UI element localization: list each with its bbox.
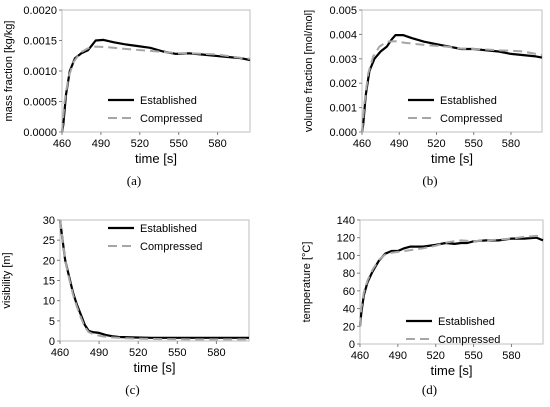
legend-label-established: Established — [438, 316, 495, 328]
series-line-established — [58, 219, 249, 339]
chart-panel-d: 0 20 40 60 80 100 120 140 460 490 520 550 580 time [s… — [301, 215, 544, 397]
y-tick-label: 0.0020 — [23, 5, 57, 17]
y-tick-label: 100 — [337, 250, 355, 262]
legend: Established Compressed — [108, 223, 202, 253]
x-axis-label: time [s] — [134, 360, 176, 375]
legend-label-established: Established — [140, 223, 197, 235]
plot-area — [361, 9, 543, 133]
x-tick-label: 550 — [464, 350, 482, 362]
series-line-compressed — [59, 219, 249, 341]
y-tick-label: 60 — [343, 286, 355, 298]
panel-label: (a) — [127, 173, 141, 188]
legend: Established Compressed — [406, 316, 500, 346]
y-tick-label: 0.004 — [329, 29, 357, 41]
y-tick-label: 10 — [43, 296, 55, 308]
y-axis-label: visibility [m] — [1, 252, 13, 308]
x-axis-label: time [s] — [431, 363, 473, 378]
x-tick-label: 520 — [129, 347, 147, 359]
y-tick-label: 15 — [43, 276, 55, 288]
legend-label-established: Established — [440, 95, 497, 107]
y-tick-label: 40 — [343, 304, 355, 316]
x-tick-label: 580 — [207, 347, 225, 359]
x-tick-label: 580 — [502, 138, 520, 150]
y-tick-label: 0.0000 — [23, 127, 57, 139]
x-tick-label: 550 — [168, 347, 186, 359]
y-tick-label: 80 — [343, 268, 355, 280]
y-tick-label: 120 — [337, 233, 355, 245]
y-tick-label: 0.0015 — [23, 36, 57, 48]
y-axis-label: volume fraction [mol/mol] — [303, 10, 315, 132]
x-tick-label: 490 — [389, 350, 407, 362]
chart-panel-a: 0.0000 0.0005 0.0010 0.0015 0.0020 460 490 520 5… — [3, 5, 251, 188]
y-tick-label: 25 — [43, 235, 55, 247]
y-tick-label: 0.000 — [329, 127, 357, 139]
y-tick-label: 20 — [343, 321, 355, 333]
chart-panel-b: 0.000 0.001 0.002 0.003 0.004 0.005 460 490 520 5… — [303, 5, 543, 188]
x-tick-label: 460 — [51, 347, 69, 359]
y-tick-label: 0.005 — [329, 5, 357, 17]
x-tick-label: 460 — [353, 138, 371, 150]
panel-label: (c) — [125, 382, 139, 397]
x-axis-label: time [s] — [431, 151, 473, 166]
series-line-established — [60, 38, 251, 133]
y-tick-label: 0.001 — [329, 103, 357, 115]
series-line-established — [360, 33, 543, 133]
y-tick-label: 30 — [43, 215, 55, 227]
x-tick-label: 460 — [53, 138, 71, 150]
legend-label-compressed: Compressed — [438, 334, 500, 346]
y-tick-label: 5 — [49, 316, 55, 328]
y-tick-label: 0 — [49, 336, 55, 348]
series-line-compressed — [359, 234, 544, 327]
x-tick-label: 460 — [351, 350, 369, 362]
y-axis-label: temperature [°C] — [301, 242, 313, 323]
y-tick-label: 0.002 — [329, 78, 357, 90]
x-tick-label: 490 — [390, 138, 408, 150]
panel-label: (d) — [422, 382, 437, 397]
legend-label-compressed: Compressed — [440, 113, 502, 125]
plot-area — [359, 219, 544, 345]
x-tick-label: 550 — [465, 138, 483, 150]
legend-label-compressed: Compressed — [140, 113, 202, 125]
x-tick-label: 580 — [502, 350, 520, 362]
legend: Established Compressed — [108, 95, 202, 125]
x-tick-label: 490 — [92, 138, 110, 150]
x-tick-label: 580 — [208, 138, 226, 150]
x-tick-label: 550 — [170, 138, 188, 150]
y-axis-label: mass fraction [kg/kg] — [3, 21, 15, 122]
legend-label-compressed: Compressed — [140, 241, 202, 253]
x-tick-label: 520 — [427, 138, 445, 150]
legend-label-established: Established — [140, 95, 197, 107]
plot-area — [59, 219, 250, 342]
y-tick-label: 0.003 — [329, 54, 357, 66]
series-line-compressed — [61, 45, 251, 133]
y-tick-label: 0.0010 — [23, 66, 57, 78]
panel-label: (b) — [422, 173, 437, 188]
y-tick-label: 20 — [43, 255, 55, 267]
series-line-established — [358, 236, 544, 327]
x-tick-label: 520 — [427, 350, 445, 362]
y-tick-label: 0 — [349, 339, 355, 351]
y-tick-label: 140 — [337, 215, 355, 227]
x-axis-label: time [s] — [135, 151, 177, 166]
y-tick-label: 0.0005 — [23, 97, 57, 109]
series-line-compressed — [361, 40, 543, 133]
legend: Established Compressed — [408, 95, 502, 125]
chart-panel-c: 0 5 10 15 20 25 30 460 490 520 550 580 time [s] visib… — [1, 215, 250, 397]
x-tick-label: 520 — [131, 138, 149, 150]
x-tick-label: 490 — [90, 347, 108, 359]
